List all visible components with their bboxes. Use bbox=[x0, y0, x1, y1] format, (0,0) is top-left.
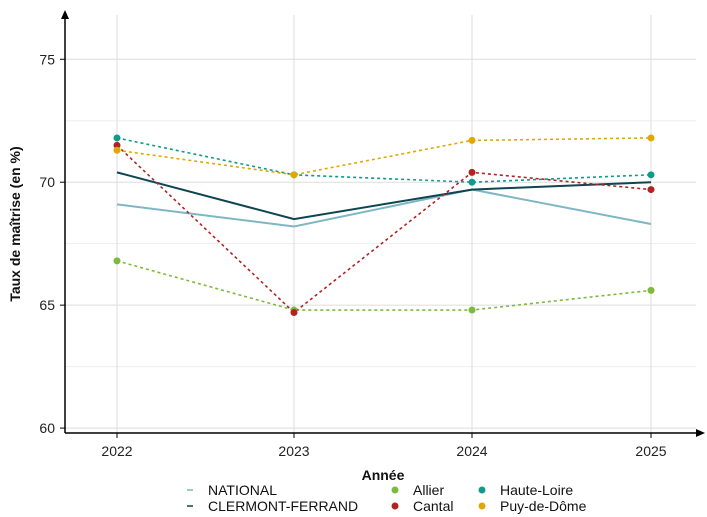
legend-marker bbox=[391, 502, 399, 510]
y-axis-title: Taux de maîtrise (en %) bbox=[7, 146, 23, 301]
x-tick-label: 2023 bbox=[278, 443, 309, 459]
legend-label: NATIONAL bbox=[208, 482, 277, 498]
series-line-clermont-ferrand bbox=[116, 171, 652, 221]
y-tick-label: 65 bbox=[39, 297, 55, 313]
legend-label: Haute-Loire bbox=[500, 482, 573, 498]
series-line-allier bbox=[116, 260, 652, 311]
legend-item: CLERMONT-FERRAND bbox=[187, 498, 358, 514]
data-point bbox=[113, 134, 121, 142]
legend-label: Allier bbox=[413, 482, 444, 498]
legend-item: Haute-Loire bbox=[478, 482, 573, 498]
y-tick-label: 60 bbox=[39, 420, 55, 436]
x-axis-arrow bbox=[696, 429, 705, 437]
data-point bbox=[290, 171, 298, 179]
data-point bbox=[468, 136, 476, 144]
x-axis-title: Année bbox=[362, 467, 405, 483]
series-line-haute-loire bbox=[116, 137, 652, 184]
y-tick-label: 75 bbox=[39, 51, 55, 67]
legend-label: CLERMONT-FERRAND bbox=[208, 498, 358, 514]
axes bbox=[60, 10, 705, 438]
legend-label: Puy-de-Dôme bbox=[500, 498, 587, 514]
legend-marker bbox=[391, 486, 399, 494]
series-line-puy-de-d-me bbox=[116, 137, 652, 176]
legend-item: NATIONAL bbox=[187, 482, 277, 498]
data-point bbox=[468, 168, 476, 176]
data-point bbox=[113, 141, 121, 149]
x-tick-label: 2024 bbox=[456, 443, 487, 459]
grid bbox=[65, 15, 696, 433]
legend-label: Cantal bbox=[413, 498, 453, 514]
data-point bbox=[647, 134, 655, 142]
tick-labels: 60 65 70 75 2022 2023 2024 2025 bbox=[39, 51, 666, 459]
legend-item: Puy-de-Dôme bbox=[478, 498, 587, 514]
legend-item: Allier bbox=[391, 482, 444, 498]
data-point bbox=[647, 286, 655, 294]
y-tick-label: 70 bbox=[39, 174, 55, 190]
x-tick-label: 2022 bbox=[101, 443, 132, 459]
x-tick-label: 2025 bbox=[635, 443, 666, 459]
legend-item: Cantal bbox=[391, 498, 453, 514]
data-point bbox=[468, 178, 476, 186]
data-point bbox=[468, 306, 476, 314]
data-point bbox=[290, 309, 298, 317]
series-line-cantal bbox=[116, 144, 652, 314]
y-axis-arrow bbox=[61, 10, 69, 19]
data-point bbox=[113, 146, 121, 154]
data-point bbox=[113, 257, 121, 265]
legend-marker bbox=[478, 486, 486, 494]
legend-marker bbox=[478, 502, 486, 510]
series-line-national bbox=[116, 188, 652, 228]
series-points bbox=[113, 134, 655, 317]
data-point bbox=[647, 186, 655, 194]
series-lines bbox=[116, 137, 652, 314]
data-point bbox=[647, 171, 655, 179]
